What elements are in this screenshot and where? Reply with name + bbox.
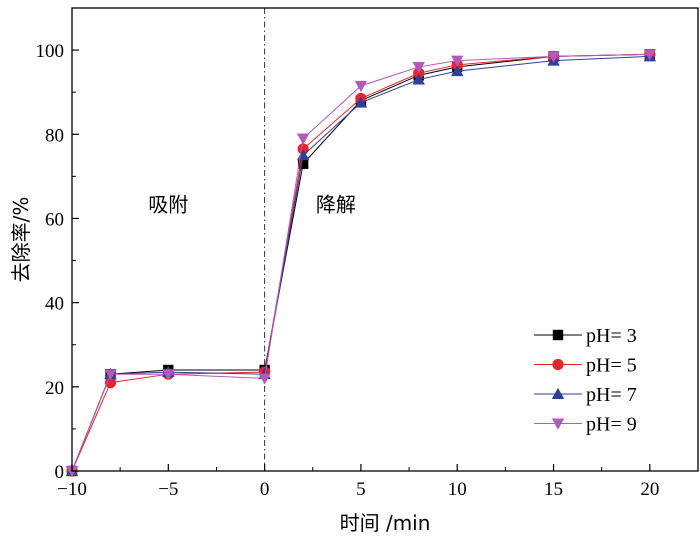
data-point-square <box>552 329 564 341</box>
legend-label: pH= 9 <box>586 414 637 436</box>
series-line <box>71 53 650 472</box>
data-point-circle <box>104 377 117 389</box>
annotation-label: 降解 <box>316 192 356 216</box>
x-tick-label: −10 <box>57 479 87 500</box>
data-point-circle <box>297 143 309 155</box>
y-tick-label: 20 <box>45 378 64 399</box>
x-axis-title: 时间 /min <box>340 511 431 535</box>
data-point-triangle-down <box>547 51 560 63</box>
y-tick-label: 100 <box>36 41 65 62</box>
y-tick-label: 40 <box>45 294 64 315</box>
legend-label: pH= 3 <box>586 325 637 347</box>
data-point-triangle <box>551 387 565 399</box>
legend: pH= 3 pH= 5 pH= 7 pH= 9 <box>534 325 637 436</box>
data-point-triangle-down <box>354 80 368 93</box>
legend-item: pH= 9 <box>534 414 637 436</box>
data-point-triangle <box>451 64 464 77</box>
data-point-triangle-down <box>412 61 425 74</box>
data-point-triangle-down <box>258 373 271 385</box>
series-triangle-up <box>65 50 657 476</box>
x-tick-label: 5 <box>356 479 366 500</box>
y-tick-label: 60 <box>45 209 64 230</box>
data-point-triangle-down <box>551 418 565 430</box>
x-tick-label: −5 <box>158 479 178 500</box>
series-circle <box>66 48 656 477</box>
x-tick-label: 15 <box>544 479 563 500</box>
data-point-triangle-down <box>643 49 657 61</box>
y-axis-title: 去除率/% <box>9 197 33 283</box>
legend-label: pH= 5 <box>586 355 637 377</box>
x-tick-label: 20 <box>640 479 659 500</box>
series-line <box>71 53 650 472</box>
series-line <box>71 55 650 472</box>
data-point-triangle-down <box>104 369 117 381</box>
legend-label: pH= 7 <box>586 384 637 406</box>
data-point-circle <box>552 358 564 371</box>
y-tick-label: 0 <box>55 462 65 483</box>
axes: −10 −5 0 5 10 15 20 0 20 40 60 80 100 时间 /min 去除率/% <box>9 7 699 535</box>
x-tick-label: 0 <box>260 479 270 500</box>
annotation-label: 吸附 <box>148 192 188 216</box>
x-tick-label: 10 <box>448 479 467 500</box>
series-line <box>71 53 650 472</box>
plot-area: 吸附 降解 <box>148 8 356 471</box>
legend-item: pH= 3 <box>534 325 637 347</box>
data-point-triangle <box>354 96 368 108</box>
data-point-triangle-down <box>296 133 310 145</box>
y-tick-label: 80 <box>45 125 64 146</box>
series-layer <box>65 48 657 478</box>
data-point-square <box>297 158 309 169</box>
legend-item: pH= 7 <box>534 384 637 406</box>
plot-frame <box>71 7 699 472</box>
series-square <box>66 49 656 477</box>
data-point-triangle <box>412 73 425 85</box>
data-point-circle <box>413 67 425 79</box>
series-triangle-down <box>65 49 657 478</box>
legend-item: pH= 5 <box>534 355 637 377</box>
data-point-triangle-down <box>162 369 175 381</box>
data-point-triangle-down <box>451 55 464 67</box>
